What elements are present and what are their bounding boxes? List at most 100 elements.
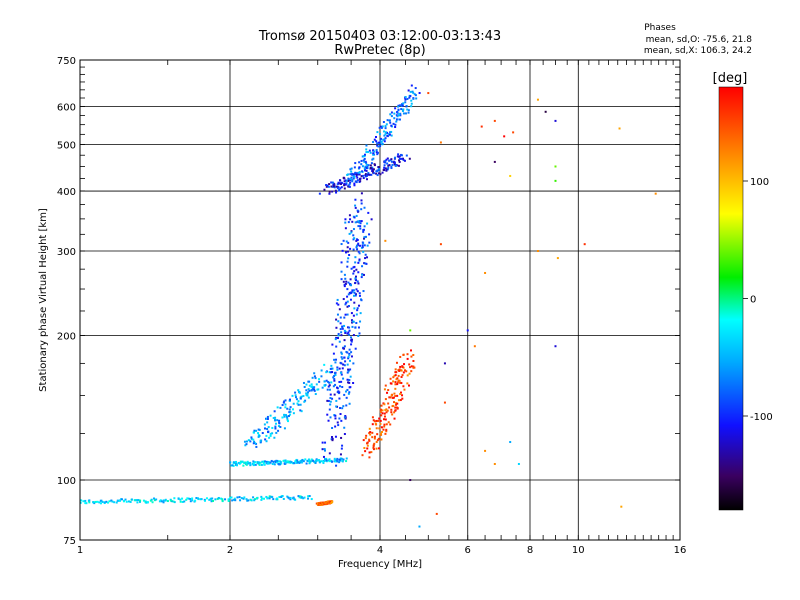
data-point <box>410 105 413 108</box>
data-point <box>358 292 361 295</box>
data-point <box>269 461 272 464</box>
data-point <box>362 174 365 177</box>
data-point <box>338 182 341 185</box>
data-point <box>340 373 343 376</box>
data-point <box>402 371 405 374</box>
data-point <box>232 462 235 465</box>
data-point <box>338 385 341 388</box>
data-point <box>287 420 290 423</box>
data-point <box>249 440 252 443</box>
data-point <box>348 329 351 332</box>
data-point <box>348 359 351 362</box>
data-point <box>214 498 217 501</box>
data-point <box>240 497 243 500</box>
data-point <box>337 332 340 335</box>
data-point <box>385 428 388 431</box>
data-point <box>277 425 280 428</box>
data-point <box>356 309 359 312</box>
data-point <box>370 162 373 165</box>
data-point <box>383 425 386 428</box>
data-point <box>162 499 165 502</box>
data-point <box>389 131 392 134</box>
data-point <box>275 431 278 434</box>
data-point <box>384 409 387 412</box>
data-point <box>398 157 401 160</box>
data-point <box>353 182 356 185</box>
data-point <box>390 165 393 168</box>
data-point <box>271 463 274 466</box>
data-point <box>351 180 354 183</box>
data-point <box>328 192 331 195</box>
y-tick-label: 75 <box>63 536 76 547</box>
data-point <box>257 432 260 435</box>
data-point <box>365 169 368 172</box>
data-point <box>282 497 285 500</box>
data-point <box>295 398 298 401</box>
data-point <box>356 173 359 176</box>
data-point <box>253 440 256 443</box>
data-point <box>403 388 406 391</box>
data-point <box>130 498 133 501</box>
data-point <box>413 93 416 96</box>
data-point <box>395 120 398 123</box>
data-point <box>350 355 353 358</box>
data-point <box>306 394 309 397</box>
data-point <box>286 495 289 498</box>
data-point <box>358 294 361 297</box>
data-point <box>348 353 351 356</box>
data-point <box>361 246 364 249</box>
data-point <box>252 438 255 441</box>
data-point <box>179 498 182 501</box>
data-point <box>384 384 387 387</box>
data-point <box>257 461 260 464</box>
data-point <box>362 230 365 233</box>
data-point <box>274 425 277 428</box>
data-point <box>325 379 328 382</box>
data-point <box>381 409 384 412</box>
data-point <box>364 450 367 453</box>
data-point <box>390 408 393 411</box>
data-point <box>321 448 324 451</box>
data-point <box>351 220 354 223</box>
data-point <box>337 424 340 427</box>
data-point <box>389 121 392 124</box>
data-point <box>347 281 350 284</box>
x-tick-labels: 1 2 4 6 8 10 16 <box>77 545 687 556</box>
data-point <box>397 399 400 402</box>
data-point <box>397 374 400 377</box>
data-point <box>391 396 394 399</box>
data-point <box>377 419 380 422</box>
data-point <box>217 496 220 499</box>
data-point <box>399 104 402 107</box>
data-point <box>354 261 357 264</box>
data-point <box>394 394 397 397</box>
data-point <box>344 331 347 334</box>
data-point <box>325 185 328 188</box>
data-point <box>357 225 360 228</box>
data-point <box>359 312 362 315</box>
data-point <box>278 422 281 425</box>
data-point <box>285 415 288 418</box>
data-point <box>390 394 393 397</box>
data-point <box>354 198 357 201</box>
data-point <box>399 399 402 402</box>
data-point <box>554 345 557 348</box>
data-point <box>346 351 349 354</box>
data-point <box>340 243 343 246</box>
colorbar: [deg] 100 0 -100 <box>713 71 773 511</box>
data-point <box>400 154 403 157</box>
data-point <box>381 412 384 415</box>
data-point <box>346 288 349 291</box>
data-point <box>354 172 357 175</box>
data-point <box>286 461 289 464</box>
data-point <box>620 505 623 508</box>
data-point <box>269 414 272 417</box>
data-point <box>355 293 358 296</box>
data-point <box>247 499 250 502</box>
data-point <box>398 369 401 372</box>
data-point <box>284 459 287 462</box>
data-point <box>401 110 404 113</box>
data-point <box>134 499 137 502</box>
data-point <box>654 192 657 195</box>
